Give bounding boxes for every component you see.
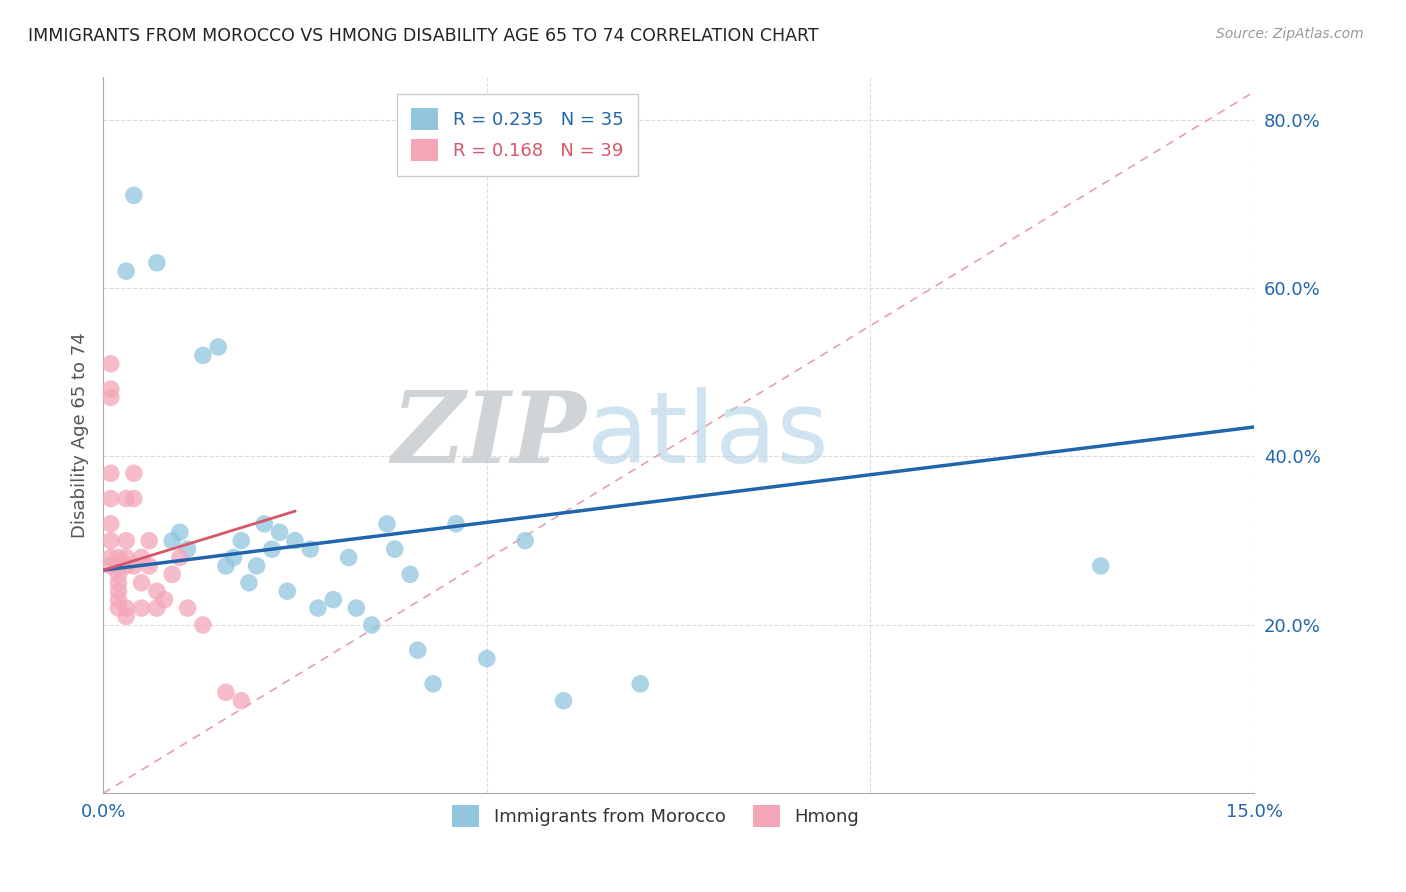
Point — [245, 558, 267, 573]
Point — [231, 694, 253, 708]
Point — [399, 567, 422, 582]
Text: Source: ZipAtlas.com: Source: ZipAtlas.com — [1216, 27, 1364, 41]
Point — [269, 525, 291, 540]
Text: atlas: atlas — [586, 387, 828, 483]
Point — [122, 467, 145, 481]
Point — [107, 584, 129, 599]
Point — [115, 609, 138, 624]
Point — [260, 542, 283, 557]
Point — [122, 188, 145, 202]
Point — [100, 391, 122, 405]
Point — [100, 357, 122, 371]
Point — [107, 550, 129, 565]
Point — [107, 592, 129, 607]
Point — [276, 584, 298, 599]
Point — [215, 685, 238, 699]
Point — [322, 592, 344, 607]
Point — [222, 550, 245, 565]
Point — [146, 584, 169, 599]
Point — [146, 256, 169, 270]
Point — [191, 618, 214, 632]
Point — [122, 491, 145, 506]
Point — [100, 558, 122, 573]
Point — [238, 575, 260, 590]
Point — [375, 516, 398, 531]
Point — [100, 550, 122, 565]
Point — [169, 550, 191, 565]
Point — [422, 677, 444, 691]
Point — [384, 542, 406, 557]
Text: ZIP: ZIP — [391, 387, 586, 483]
Point — [207, 340, 229, 354]
Point — [176, 601, 198, 615]
Point — [146, 601, 169, 615]
Point — [191, 348, 214, 362]
Point — [131, 550, 153, 565]
Point — [107, 575, 129, 590]
Point — [160, 533, 183, 548]
Point — [299, 542, 322, 557]
Point — [100, 516, 122, 531]
Point — [107, 567, 129, 582]
Point — [100, 491, 122, 506]
Point — [160, 567, 183, 582]
Point — [253, 516, 276, 531]
Point — [107, 558, 129, 573]
Point — [115, 601, 138, 615]
Point — [153, 592, 176, 607]
Point — [115, 491, 138, 506]
Point — [553, 694, 575, 708]
Point — [215, 558, 238, 573]
Point — [628, 677, 651, 691]
Point — [1090, 558, 1112, 573]
Point — [115, 558, 138, 573]
Point — [107, 601, 129, 615]
Point — [122, 558, 145, 573]
Y-axis label: Disability Age 65 to 74: Disability Age 65 to 74 — [72, 333, 89, 538]
Point — [169, 525, 191, 540]
Point — [444, 516, 467, 531]
Point — [115, 550, 138, 565]
Point — [100, 382, 122, 396]
Point — [176, 542, 198, 557]
Legend: Immigrants from Morocco, Hmong: Immigrants from Morocco, Hmong — [444, 798, 866, 834]
Point — [337, 550, 360, 565]
Text: IMMIGRANTS FROM MOROCCO VS HMONG DISABILITY AGE 65 TO 74 CORRELATION CHART: IMMIGRANTS FROM MOROCCO VS HMONG DISABIL… — [28, 27, 818, 45]
Point — [131, 601, 153, 615]
Point — [344, 601, 367, 615]
Point — [475, 651, 498, 665]
Point — [115, 264, 138, 278]
Point — [131, 575, 153, 590]
Point — [307, 601, 329, 615]
Point — [406, 643, 429, 657]
Point — [100, 467, 122, 481]
Point — [115, 533, 138, 548]
Point — [138, 533, 160, 548]
Point — [284, 533, 307, 548]
Point — [360, 618, 382, 632]
Point — [231, 533, 253, 548]
Point — [100, 533, 122, 548]
Point — [138, 558, 160, 573]
Point — [515, 533, 537, 548]
